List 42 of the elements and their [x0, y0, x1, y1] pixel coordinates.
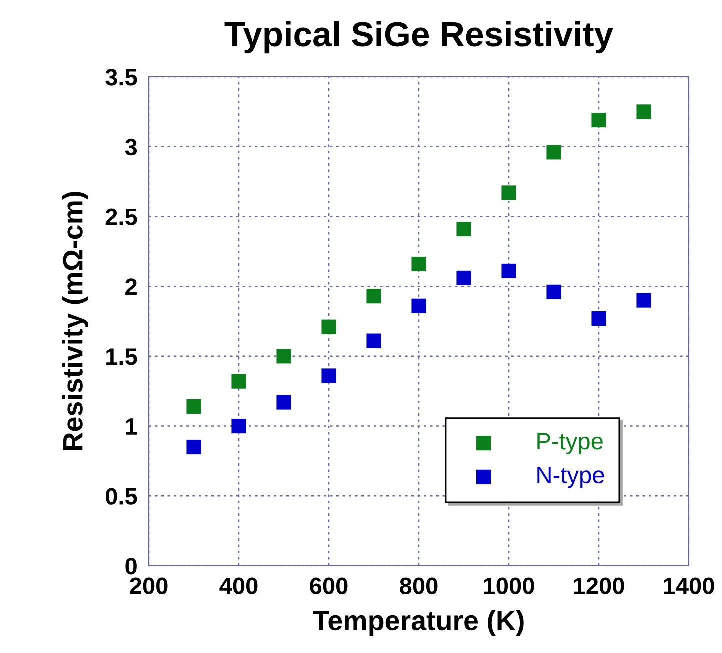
point: [186, 399, 202, 414]
chart-title: Typical SiGe Resistivity: [224, 21, 614, 54]
legend-label: P-type: [538, 433, 603, 454]
point: [322, 368, 336, 384]
point: [456, 222, 472, 237]
x-tick-label: 1000: [484, 578, 534, 594]
y-tick-label: 2: [126, 278, 137, 296]
point: [636, 104, 652, 120]
x-tick-label: 1200: [574, 578, 624, 594]
point: [592, 311, 606, 326]
y-tick-label: 2.5: [106, 208, 138, 226]
point: [232, 374, 246, 389]
point: [232, 419, 246, 434]
point: [322, 320, 336, 334]
point: [186, 440, 202, 455]
y-tick-label: 1.5: [106, 348, 138, 366]
point: [276, 349, 292, 364]
y-tick-label: 1: [126, 418, 138, 435]
x-tick-label: 200: [130, 578, 168, 594]
point: [592, 113, 606, 128]
point: [546, 145, 562, 160]
point: [636, 293, 652, 308]
y-axis-title: Resistivity (mΩ-cm): [62, 192, 88, 450]
point: [412, 298, 426, 314]
y-tick-label: 3: [125, 138, 138, 156]
point: [502, 186, 516, 200]
point: [456, 270, 472, 286]
point: [366, 289, 382, 304]
y-tick-label: 0: [126, 558, 137, 575]
x-axis-title: Temperature (K): [313, 610, 524, 636]
point: [366, 334, 382, 348]
x-tick-label: 1400: [664, 578, 714, 594]
x-tick-label: 600: [310, 578, 348, 594]
y-tick-label: 0.5: [106, 488, 138, 505]
x-tick-label: 800: [400, 578, 438, 594]
y-tick-label: 3.5: [106, 69, 138, 86]
legend-label: N-type: [538, 467, 604, 488]
point: [276, 395, 292, 410]
point: [412, 256, 426, 272]
point: [502, 264, 516, 278]
x-tick-label: 400: [220, 578, 258, 594]
point: [546, 284, 562, 300]
